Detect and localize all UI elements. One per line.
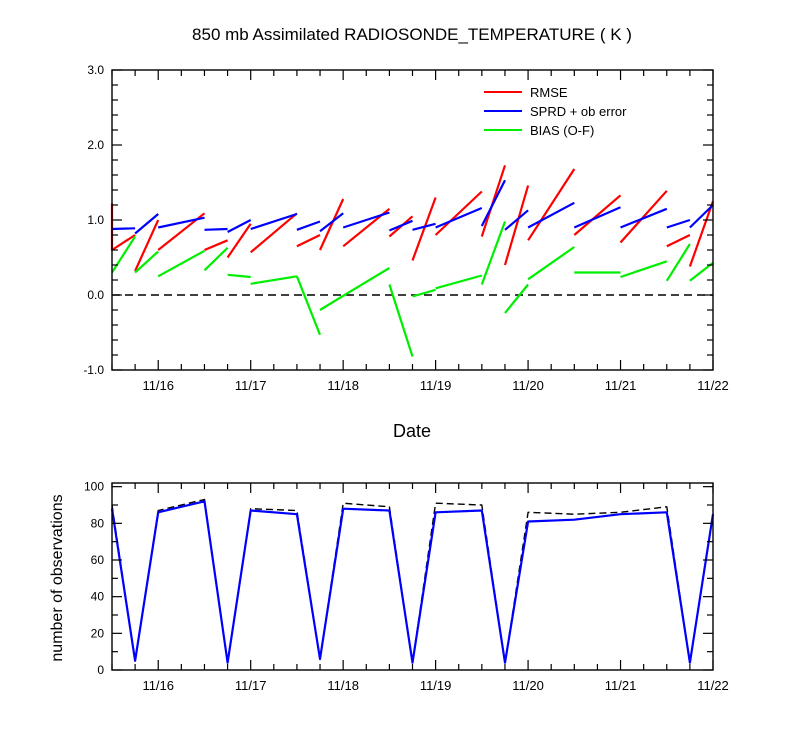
series-rmse-segment — [296, 234, 321, 248]
series-bias-o-f-segment — [665, 243, 691, 282]
series-rmse-segment — [411, 197, 437, 261]
series-rmse-segment — [226, 223, 252, 259]
legend: RMSE SPRD + ob error BIAS (O-F) — [484, 85, 627, 138]
top-axes: 11/16 11/17 11/18 11/19 11/20 11/21 11/22 -1.0 0… — [83, 63, 728, 393]
series-rmse-segment — [204, 239, 229, 252]
series-sprd-ob-error-segment — [689, 204, 714, 229]
series-sprd-ob-error-segment — [480, 179, 506, 227]
series-used-line — [110, 500, 715, 664]
y-tick-label: 0 — [97, 663, 104, 677]
top-series-group — [110, 164, 715, 357]
y-tick-label: 100 — [84, 480, 104, 494]
y-tick-label: 3.0 — [87, 63, 104, 77]
series-bias-o-f-segment — [480, 221, 507, 285]
series-bias-o-f-segment — [689, 261, 714, 282]
x-tick-label: 11/16 — [142, 678, 174, 693]
series-bias-o-f-segment — [342, 267, 390, 297]
x-tick-label: 11/17 — [235, 378, 267, 393]
series-sprd-ob-error-segment — [620, 207, 668, 229]
series-bias-o-f-segment — [388, 284, 414, 357]
x-tick-label: 11/18 — [327, 378, 359, 393]
y-tick-label: 1.0 — [87, 213, 104, 227]
series-rmse-segment — [688, 200, 715, 267]
series-possible-line — [111, 498, 714, 664]
y-tick-label: 80 — [91, 516, 105, 530]
y-tick-label: 0.0 — [87, 288, 104, 302]
series-rmse-segment — [619, 190, 668, 244]
x-tick-label: 11/16 — [142, 378, 174, 393]
legend-label-sprd: SPRD + ob error — [530, 104, 627, 119]
series-bias-o-f-segment — [504, 283, 529, 314]
y-tick-label: 40 — [91, 590, 105, 604]
x-tick-label: 11/21 — [605, 678, 637, 693]
series-rmse-segment — [527, 168, 576, 241]
series-sprd-ob-error-segment — [527, 201, 575, 229]
series-sprd-ob-error-segment — [412, 222, 436, 231]
series-bias-o-f-segment — [134, 250, 159, 274]
series-rmse-segment — [434, 190, 483, 236]
series-rmse-segment — [666, 234, 691, 248]
series-sprd-ob-error-segment — [296, 220, 321, 231]
series-rmse-segment — [249, 212, 298, 254]
series-sprd-ob-error-segment — [111, 227, 136, 231]
series-bias-o-f-segment — [203, 247, 229, 272]
series-bias-o-f-segment — [435, 274, 483, 290]
y-tick-label: 60 — [91, 553, 105, 567]
bottom-series-group — [110, 498, 715, 664]
x-tick-label: 11/18 — [327, 678, 359, 693]
series-bias-o-f-segment — [111, 235, 137, 274]
bottom-chart: 11/16 11/17 11/18 11/19 11/20 11/21 11/22 0 20 40… — [49, 480, 729, 693]
series-rmse-segment — [318, 198, 345, 251]
series-sprd-ob-error-segment — [342, 211, 390, 229]
series-bias-o-f-segment — [250, 275, 298, 285]
series-sprd-ob-error-segment — [504, 209, 529, 231]
series-bias-o-f-segment — [620, 260, 668, 279]
series-sprd-ob-error-segment — [204, 227, 228, 231]
series-sprd-ob-error-segment — [134, 213, 159, 235]
series-bias-o-f-segment — [412, 288, 436, 298]
x-tick-label: 11/22 — [697, 678, 729, 693]
series-rmse-segment — [134, 219, 160, 272]
x-tick-label: 11/19 — [420, 678, 452, 693]
plot-frame — [111, 482, 714, 671]
series-bias-o-f-segment — [157, 249, 206, 278]
series-sprd-ob-error-segment — [157, 216, 205, 229]
bottom-axes: 11/16 11/17 11/18 11/19 11/20 11/21 11/22 0 20 40… — [84, 480, 729, 693]
series-bias-o-f-segment — [527, 246, 575, 281]
legend-label-rmse: RMSE — [530, 85, 568, 100]
top-chart: 850 mb Assimilated RADIOSONDE_TEMPERATUR… — [83, 25, 728, 441]
series-sprd-ob-error-segment — [250, 212, 298, 231]
series-rmse-segment — [573, 194, 622, 236]
x-tick-label: 11/17 — [235, 678, 267, 693]
series-sprd-ob-error-segment — [573, 206, 621, 229]
series-sprd-ob-error-segment — [319, 212, 344, 233]
legend-label-bias: BIAS (O-F) — [530, 123, 594, 138]
x-tick-label: 11/20 — [512, 678, 544, 693]
series-sprd-ob-error-segment — [435, 206, 483, 229]
y-tick-label: 20 — [91, 626, 105, 640]
series-bias-o-f-segment — [319, 294, 344, 311]
y-tick-label: 2.0 — [87, 138, 104, 152]
x-tick-label: 11/19 — [420, 378, 452, 393]
x-tick-label: 11/20 — [512, 378, 544, 393]
x-axis-label: Date — [393, 421, 431, 441]
x-tick-label: 11/21 — [605, 378, 637, 393]
series-sprd-ob-error-segment — [666, 218, 691, 229]
series-sprd-ob-error-segment — [227, 219, 252, 233]
series-rmse-segment — [503, 185, 530, 266]
series-bias-o-f-segment — [295, 275, 322, 336]
x-tick-label: 11/22 — [697, 378, 729, 393]
series-bias-o-f-segment — [227, 273, 251, 279]
chart-title: 850 mb Assimilated RADIOSONDE_TEMPERATUR… — [192, 25, 632, 44]
y-axis-label-observations: number of observations — [49, 494, 66, 661]
series-sprd-ob-error-segment — [388, 219, 413, 232]
y-tick-label: -1.0 — [83, 363, 104, 377]
